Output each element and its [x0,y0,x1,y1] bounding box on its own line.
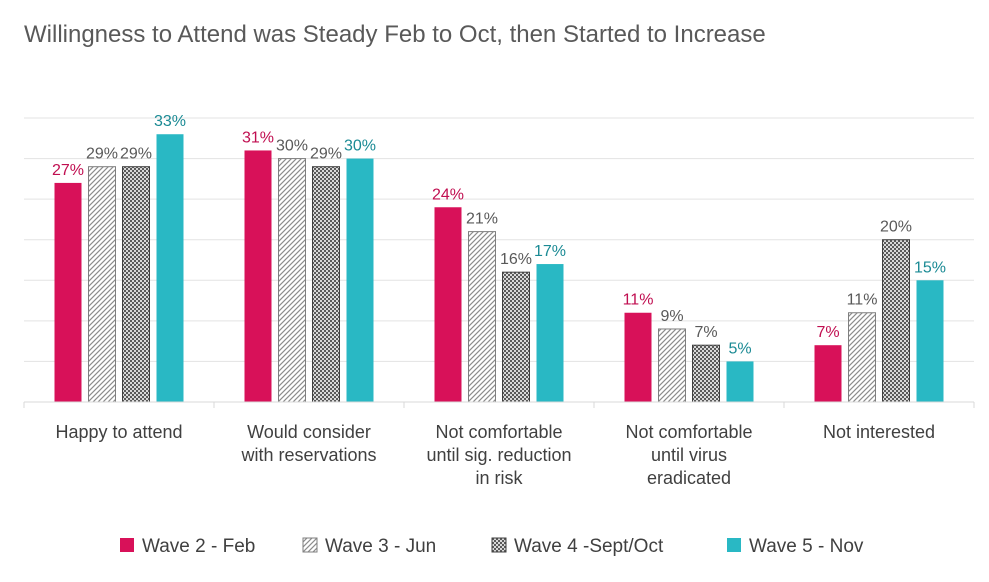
data-label: 29% [120,146,152,163]
legend-swatch [491,537,507,553]
legend-swatch [120,538,134,552]
data-label: 11% [623,292,654,309]
data-label: 7% [694,324,717,341]
data-label: 29% [310,146,342,163]
data-label: 11% [847,292,878,309]
data-label: 33% [154,113,186,130]
data-label: 17% [534,243,566,260]
legend-label: Wave 3 - Jun [325,536,436,557]
data-label: 24% [432,186,464,203]
bar [502,271,530,403]
data-label: 15% [914,259,946,276]
x-tick-label: Not comfortable until sig. reduction in ri… [426,422,571,488]
bar [244,150,272,402]
data-label: 29% [86,146,118,163]
bar [122,166,150,403]
x-tick-label: Would consider with reservations [240,422,376,465]
bar [156,134,184,402]
x-tick-label: Happy to attend [55,422,182,442]
data-label: 16% [500,251,532,268]
data-label: 7% [816,324,839,341]
bar [468,231,496,403]
bar [88,166,116,403]
legend-label: Wave 4 -Sept/Oct [514,536,664,557]
data-label: 5% [728,340,751,357]
data-label: 9% [660,308,683,325]
bar [624,312,652,402]
x-axis: Happy to attend Would consider with reserv… [23,401,975,488]
bar [882,239,910,403]
bar [692,344,720,403]
legend-label: Wave 5 - Nov [749,536,864,557]
bar [346,158,374,402]
legend: Wave 2 - Feb Wave 3 - Jun Wave 4 -Sept/Oct… [120,536,864,557]
chart-title: Willingness to Attend was Steady Feb to … [24,21,766,48]
data-label: 27% [52,162,84,179]
legend-swatch [727,538,741,552]
bar [848,312,876,403]
bar [726,361,754,402]
bar [658,328,686,403]
legend-swatch [302,537,318,553]
data-labels: 27%29% 29%33%31% 30% 29% 30%24%21%16% 17%11%9… [52,113,946,357]
x-tick-label: Not comfortable until virus eradicated [625,422,752,488]
bar [916,280,944,402]
bar [536,264,564,402]
bar [278,158,306,403]
bars [54,134,944,403]
data-label: 30% [276,138,308,155]
legend-label: Wave 2 - Feb [142,536,255,557]
bar [312,166,340,403]
data-label: 21% [466,211,498,228]
data-label: 31% [242,129,274,146]
bar [814,345,842,402]
bar [54,182,82,402]
data-label: 20% [880,219,912,236]
bar [434,207,462,402]
x-tick-label: Not interested [823,422,935,442]
data-label: 30% [344,138,376,155]
